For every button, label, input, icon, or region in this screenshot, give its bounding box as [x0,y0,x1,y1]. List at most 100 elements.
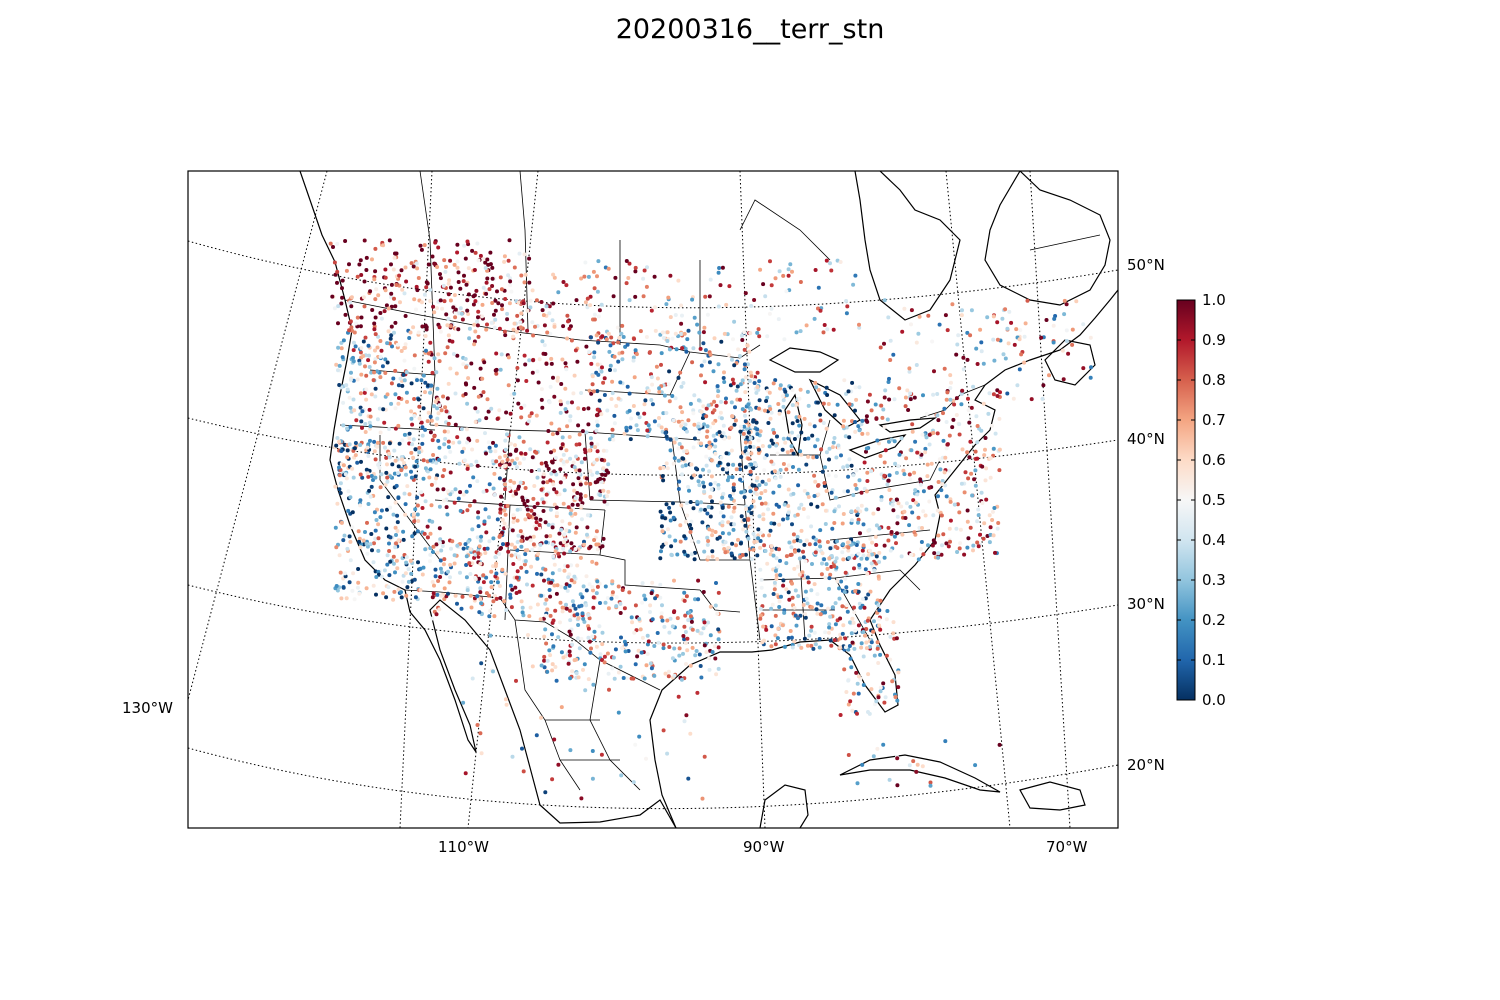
station-marker [572,465,577,470]
station-marker [727,353,731,358]
station-marker [474,459,479,464]
station-marker [895,698,900,703]
station-marker [549,356,554,361]
station-marker [809,628,814,633]
station-marker [969,405,974,410]
station-marker [567,629,572,634]
station-marker [429,418,434,423]
station-marker [899,554,904,559]
station-marker [792,566,797,571]
station-marker [659,425,664,430]
station-marker [378,430,383,435]
station-marker [860,431,865,436]
station-marker [938,467,943,472]
station-marker [389,333,394,338]
station-marker [882,473,887,478]
station-marker [976,513,981,518]
station-marker [385,562,390,567]
station-marker [700,520,705,525]
station-marker [939,488,944,493]
station-marker [407,436,412,441]
station-marker [600,642,605,647]
station-marker [560,442,565,447]
station-marker [497,455,502,460]
station-marker [360,425,364,430]
station-marker [516,401,521,406]
station-marker [471,294,476,299]
station-marker [635,411,640,416]
station-marker [862,460,867,465]
station-marker [695,690,700,695]
station-marker [742,495,747,500]
station-marker [375,345,380,350]
station-marker [762,468,767,473]
station-marker [927,442,932,447]
station-marker [503,571,508,576]
station-marker [914,340,919,345]
station-marker [776,470,781,475]
station-marker [886,315,891,320]
lon-label-130w: 130°W [122,699,173,717]
station-marker [395,513,400,518]
station-marker [387,541,391,546]
station-marker [518,529,523,534]
station-marker [734,543,738,548]
station-marker [891,631,896,636]
station-marker [591,389,596,394]
station-marker [859,490,864,495]
station-marker [702,484,706,489]
station-marker [755,370,760,375]
station-marker [856,582,861,586]
station-marker [552,502,557,507]
station-marker [848,699,853,704]
station-marker [948,518,953,523]
station-marker [650,580,655,585]
station-marker [553,455,558,460]
station-marker [535,571,539,576]
station-marker [921,393,925,398]
station-marker [619,773,624,778]
station-marker [661,336,666,340]
station-marker [349,325,354,330]
station-marker [490,265,495,270]
station-marker [526,633,530,637]
station-marker [471,302,476,307]
station-marker [583,494,588,498]
station-marker [538,617,543,622]
station-marker [546,577,551,582]
station-marker [388,559,393,564]
station-marker [655,376,660,381]
station-marker [811,455,816,460]
station-marker [897,452,902,457]
station-marker [377,406,382,411]
station-marker [672,456,677,461]
station-marker [388,336,393,341]
station-marker [893,461,898,466]
station-marker [689,526,694,531]
station-marker [554,626,559,631]
station-marker [742,347,747,352]
colorbar-ticks: 1.00.90.80.70.60.50.40.30.20.10.0 [1177,291,1226,709]
station-marker [723,540,728,545]
station-marker [623,642,628,647]
station-marker [717,535,722,540]
station-marker [644,284,649,289]
station-marker [438,537,443,542]
station-marker [490,301,495,305]
station-marker [459,311,464,316]
station-marker [757,379,762,384]
station-marker [670,624,675,629]
station-marker [500,307,505,312]
station-marker [819,572,824,577]
station-marker [790,522,794,527]
station-marker [438,272,442,277]
station-marker [842,489,847,494]
station-marker [433,240,438,245]
station-marker [383,371,388,375]
station-marker [809,588,814,593]
station-marker [483,431,487,436]
station-marker [895,756,900,761]
station-marker [796,483,801,488]
station-marker [600,365,604,370]
station-marker [767,478,771,483]
